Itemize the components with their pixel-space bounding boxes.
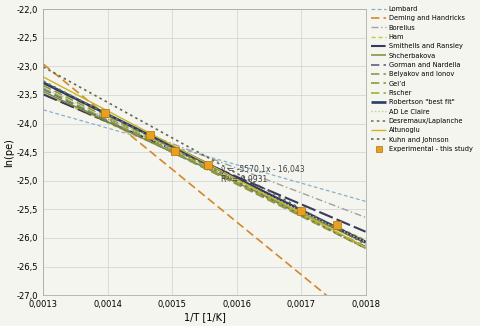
Legend: Lombard, Deming and Handricks, Borelius, Ham, Smithells and Ransley, Shcherbakov: Lombard, Deming and Handricks, Borelius,… — [369, 4, 475, 155]
Point — [101, 111, 108, 116]
Y-axis label: ln(pe): ln(pe) — [4, 138, 14, 167]
X-axis label: 1/T [1/K]: 1/T [1/K] — [183, 312, 226, 322]
Point — [171, 148, 179, 154]
Point — [297, 208, 305, 213]
Point — [333, 222, 340, 228]
Text: y = -5570,1x - 16,043
R² = 0,9931: y = -5570,1x - 16,043 R² = 0,9931 — [220, 165, 304, 184]
Point — [146, 132, 154, 138]
Point — [204, 162, 212, 167]
